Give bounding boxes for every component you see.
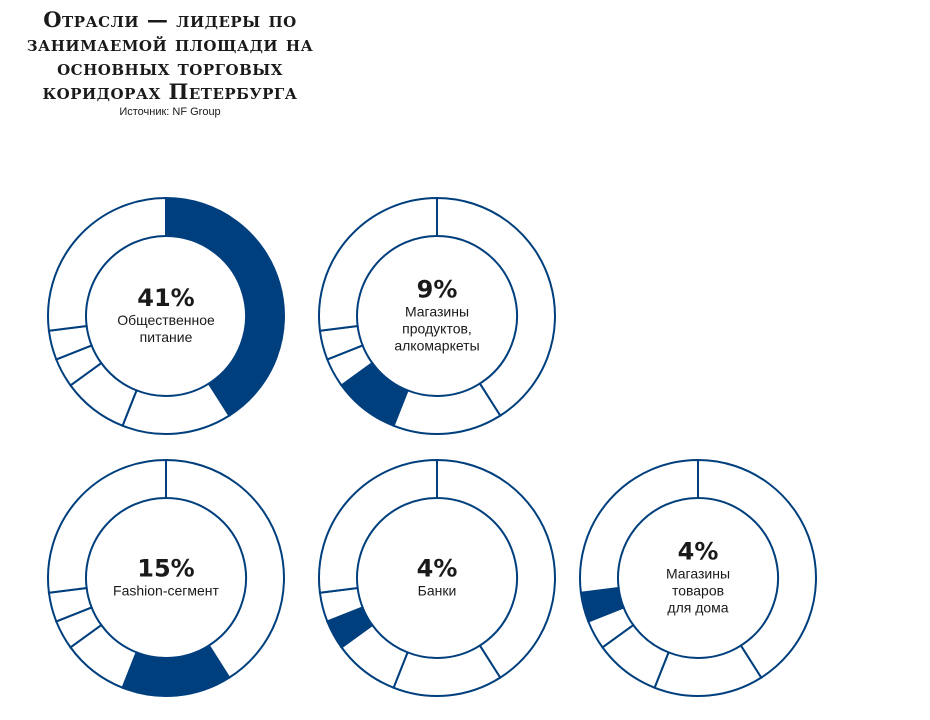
donut-segment-highlight bbox=[165, 196, 285, 418]
donut-segment bbox=[318, 458, 438, 594]
donut-segment bbox=[436, 196, 556, 418]
donut-segment bbox=[47, 458, 167, 594]
donut-value-label: 9% bbox=[417, 276, 458, 304]
donut-chart-3: 15%Fashion-сегмент bbox=[47, 458, 285, 697]
donut-category-label: товаров bbox=[672, 583, 724, 599]
donut-category-label: продуктов, bbox=[402, 321, 472, 337]
donut-segment bbox=[121, 382, 231, 435]
donut-segment bbox=[165, 458, 285, 680]
donut-value-label: 15% bbox=[137, 555, 194, 583]
chart-header: Отрасли — лидеры по занимаемой площади н… bbox=[10, 7, 330, 119]
donut-category-label: Общественное bbox=[117, 312, 215, 328]
donut-category-label: Магазины bbox=[666, 566, 730, 582]
donut-segment bbox=[318, 196, 438, 332]
donut-category-label: Банки bbox=[418, 583, 457, 599]
donut-value-label: 4% bbox=[678, 538, 719, 566]
donut-segment-highlight bbox=[121, 644, 231, 697]
donut-value-label: 41% bbox=[137, 284, 194, 312]
donut-segment bbox=[579, 458, 699, 594]
donut-category-label: алкомаркеты bbox=[394, 338, 479, 354]
donut-category-label: для дома bbox=[667, 600, 728, 616]
donut-segment bbox=[47, 196, 167, 332]
chart-source: Источник: NF Group bbox=[119, 106, 221, 118]
donut-segment bbox=[436, 458, 556, 680]
donut-segment bbox=[697, 458, 817, 680]
donut-category-label: Магазины bbox=[405, 304, 469, 320]
donut-category-label: питание bbox=[140, 329, 193, 345]
donut-category-label: Fashion-сегмент bbox=[113, 583, 220, 599]
donut-chart-4: 4%Банки bbox=[318, 458, 556, 697]
donut-segment bbox=[392, 382, 502, 435]
donut-segment bbox=[392, 644, 502, 697]
donut-segment bbox=[653, 644, 763, 697]
chart-title: Отрасли — лидеры по занимаемой площади н… bbox=[26, 7, 314, 104]
donut-value-label: 4% bbox=[417, 555, 458, 583]
